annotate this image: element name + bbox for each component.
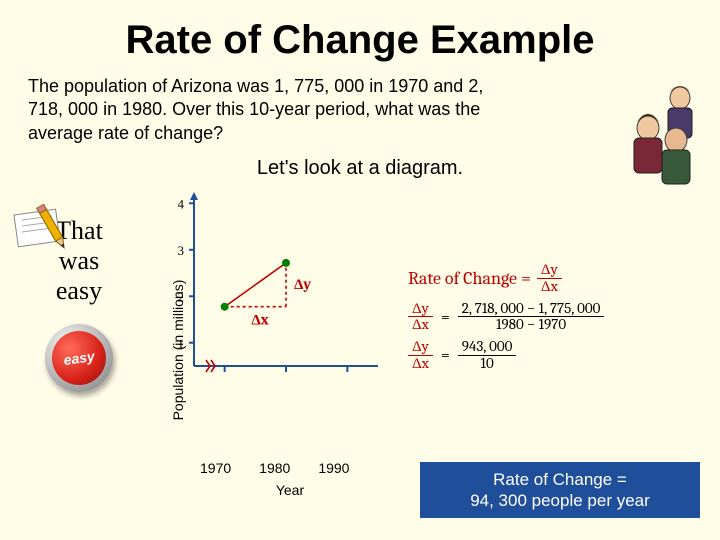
people-clipart [618,78,708,188]
population-chart: 1234ΔyΔx [158,186,388,386]
lhs-frac: Δy Δx [408,301,433,334]
formula-block: Rate of Change = Δy Δx Δy Δx = 2, 718, 0… [408,262,708,372]
lets-look-text: Let's look at a diagram. [0,157,720,180]
chart-xlabel: Year [200,482,380,498]
step1-frac: 2, 718, 000 − 1, 775, 000 1980 − 1970 [458,301,605,334]
xtick-1: 1980 [259,460,290,476]
answer-line1: Rate of Change = [493,469,627,490]
xtick-0: 1970 [200,460,231,476]
chart-ylabel: Population (in millions) [170,270,186,430]
svg-text:Δy: Δy [294,275,311,293]
problem-text: The population of Arizona was 1, 775, 00… [0,63,560,153]
svg-text:3: 3 [178,243,185,258]
twe-line3: easy [0,276,158,306]
formula-head-text: Rate of Change = [408,268,531,289]
answer-box: Rate of Change = 94, 300 people per year [420,462,700,518]
formula-head-frac: Δy Δx [537,262,562,295]
xtick-2: 1990 [318,460,349,476]
frac-den: Δx [537,279,562,295]
chart-xaxis-labels: 1970 1980 1990 Year [200,460,380,498]
easy-button: easy [45,324,113,392]
step2-frac: 943, 000 10 [458,339,517,372]
page-title: Rate of Change Example [0,0,720,63]
formula-step2: Δy Δx = 943, 000 10 [408,339,708,372]
pencil-clipart [10,200,80,255]
formula-step1: Δy Δx = 2, 718, 000 − 1, 775, 000 1980 −… [408,301,708,334]
lhs-frac2: Δy Δx [408,339,433,372]
svg-text:Δx: Δx [251,311,268,329]
formula-head: Rate of Change = Δy Δx [408,262,708,295]
answer-line2: 94, 300 people per year [470,490,650,511]
svg-text:4: 4 [178,196,185,211]
